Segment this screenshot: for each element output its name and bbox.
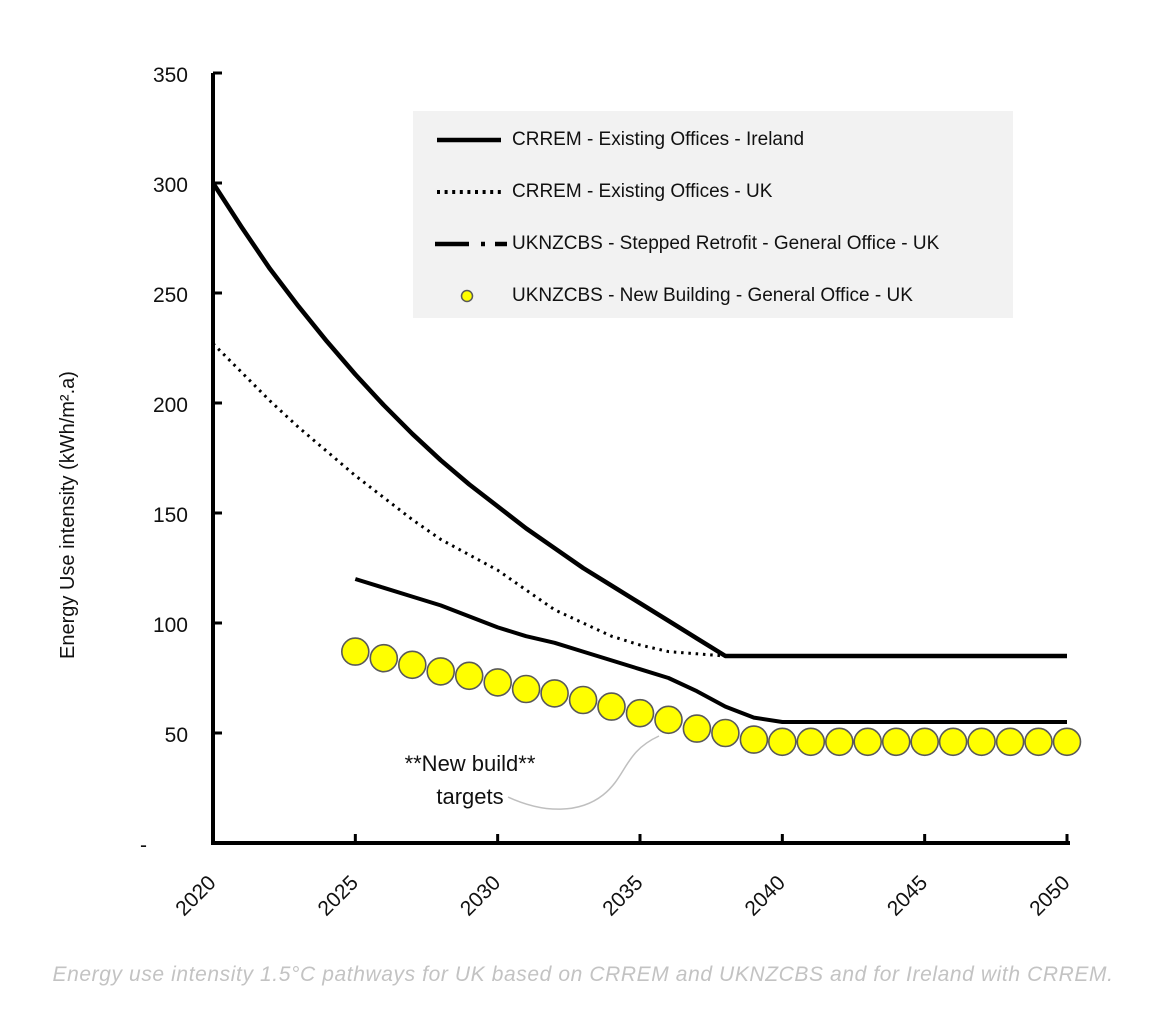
series-point-uknzcbs-new-building-general-office-uk	[397, 650, 427, 680]
legend-label: CRREM - Existing Offices - Ireland	[512, 129, 805, 150]
series-point-uknzcbs-new-building-general-office-uk	[454, 661, 484, 691]
y-tick-label: -	[140, 834, 147, 857]
series-point-uknzcbs-new-building-general-office-uk	[625, 698, 655, 728]
legend-item-uknzcbs-new-building: UKNZCBS - New Building - General Office …	[413, 270, 1013, 322]
series-crrem-existing-offices-uk	[211, 342, 726, 658]
series-point-uknzcbs-new-building-general-office-uk	[511, 674, 541, 704]
x-tick-label: 2025	[314, 871, 363, 920]
series-point-uknzcbs-new-building-general-office-uk	[340, 637, 370, 666]
x-tick-label: 2040	[741, 871, 790, 920]
x-tick-label: 2035	[598, 871, 647, 920]
figure-caption: Energy use intensity 1.5°C pathways for …	[52, 963, 1114, 986]
x-tick-label: 2030	[456, 871, 505, 920]
x-tick-label: 2045	[883, 871, 932, 920]
legend: CRREM - Existing Offices - Ireland CRREM…	[413, 111, 1013, 318]
series-point-uknzcbs-new-building-general-office-uk	[682, 714, 712, 743]
circle-marker-swatch-icon	[460, 289, 474, 303]
x-tick-label: 2050	[1025, 871, 1074, 920]
series-point-uknzcbs-new-building-general-office-uk	[767, 727, 797, 757]
series-point-uknzcbs-new-building-general-office-uk	[654, 705, 683, 735]
legend-label: CRREM - Existing Offices - UK	[512, 181, 773, 202]
y-tick-label: 150	[153, 504, 188, 527]
y-tick-label: 250	[153, 284, 188, 307]
series-crrem-existing-offices-ireland	[211, 181, 1067, 659]
series-point-uknzcbs-new-building-general-office-uk	[1052, 727, 1082, 757]
series-point-uknzcbs-new-building-general-office-uk	[796, 727, 826, 757]
legend-label: UKNZCBS - Stepped Retrofit - General Off…	[512, 233, 940, 254]
annotation-line-2: targets	[436, 784, 504, 809]
series-point-uknzcbs-new-building-general-office-uk	[995, 727, 1025, 757]
series-point-uknzcbs-new-building-general-office-uk	[483, 668, 513, 697]
annotation-new-build-targets: **New build** targets	[345, 747, 595, 813]
x-tick-label: 2020	[171, 871, 220, 920]
series-point-uknzcbs-new-building-general-office-uk	[967, 727, 996, 757]
y-tick-label: 350	[153, 64, 188, 87]
series-point-uknzcbs-new-building-general-office-uk	[853, 727, 883, 757]
series-point-uknzcbs-new-building-general-office-uk	[1024, 727, 1053, 757]
annotation-connector-line	[507, 735, 660, 810]
legend-item-crrem-ireland: CRREM - Existing Offices - Ireland	[413, 114, 1013, 166]
annotation-line-1: **New build**	[404, 751, 536, 776]
series-uknzcbs-stepped-retrofit-general-office-uk	[354, 577, 1067, 724]
series-point-uknzcbs-new-building-general-office-uk	[540, 679, 569, 708]
y-axis-title: Energy Use intensity (kWh/m².a)	[57, 371, 79, 659]
series-point-uknzcbs-new-building-general-office-uk	[824, 727, 854, 757]
legend-item-uknzcbs-stepped-retrofit: UKNZCBS - Stepped Retrofit - General Off…	[413, 218, 1013, 270]
y-tick-label: 300	[153, 174, 188, 197]
y-tick-label: 50	[165, 724, 188, 747]
dash-dot-line-swatch-icon	[435, 241, 507, 247]
solid-line-swatch-icon	[437, 137, 501, 143]
y-tick-label: 100	[153, 614, 188, 637]
series-point-uknzcbs-new-building-general-office-uk	[881, 727, 911, 757]
series-point-uknzcbs-new-building-general-office-uk	[711, 718, 740, 748]
y-tick-label: 200	[153, 394, 188, 417]
series-point-uknzcbs-new-building-general-office-uk	[369, 643, 399, 673]
legend-label: UKNZCBS - New Building - General Office …	[512, 285, 913, 306]
series-point-uknzcbs-new-building-general-office-uk	[739, 725, 769, 754]
series-point-uknzcbs-new-building-general-office-uk	[426, 657, 456, 686]
series-point-uknzcbs-new-building-general-office-uk	[938, 727, 968, 757]
series-point-uknzcbs-new-building-general-office-uk	[910, 727, 940, 757]
series-point-uknzcbs-new-building-general-office-uk	[597, 692, 626, 721]
legend-item-crrem-uk: CRREM - Existing Offices - UK	[413, 166, 1013, 218]
yellow-marker-icon	[460, 289, 474, 303]
series-point-uknzcbs-new-building-general-office-uk	[568, 685, 598, 715]
dotted-line-swatch-icon	[437, 190, 501, 194]
